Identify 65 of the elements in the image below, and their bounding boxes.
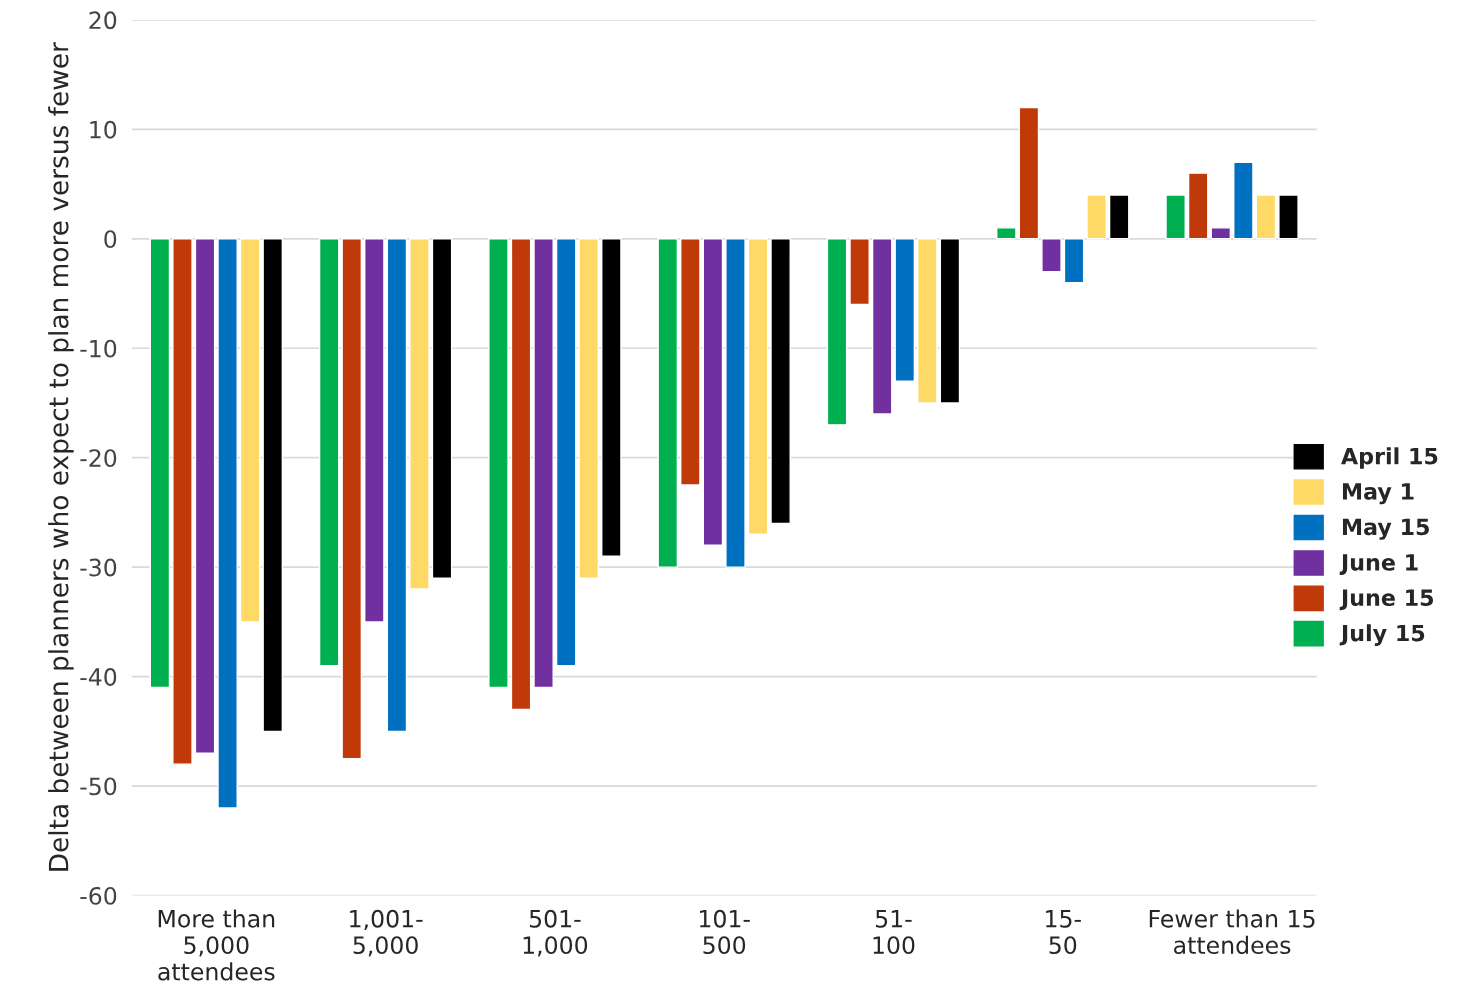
x-tick-label: 1,001- 5,000: [350, 909, 423, 957]
legend-label: June 1: [1339, 554, 1418, 575]
bar: [1233, 161, 1254, 240]
bar: [702, 238, 724, 546]
legend-label: May 1: [1342, 483, 1414, 505]
bar: [871, 238, 893, 415]
x-tick-label: More than 5,000 attendees: [158, 909, 275, 981]
y-tick-label: -40: [80, 668, 117, 686]
legend-label: June 15: [1339, 589, 1434, 611]
bar: [1108, 194, 1130, 240]
bar: [364, 238, 385, 623]
bar: [578, 238, 600, 579]
y-axis-title: Delta between planners who expect to plan more versus fewer: [48, 42, 74, 871]
bar: [1041, 238, 1062, 273]
bar: [1278, 194, 1299, 240]
bar: [262, 238, 284, 733]
bar: [341, 238, 363, 760]
x-tick-label: 51- 100: [873, 910, 915, 955]
bar: [555, 238, 577, 667]
y-tick-label: -60: [80, 886, 117, 905]
bar: [1255, 194, 1277, 240]
bar: [172, 238, 193, 765]
x-tick-label: 501- 1,000: [523, 909, 588, 957]
bar: [386, 238, 408, 733]
bar: [1187, 172, 1209, 240]
x-tick-label: Fewer than 15 attendees: [1149, 909, 1315, 955]
bar: [1210, 227, 1232, 240]
bar: [826, 238, 848, 426]
bar: [149, 238, 171, 689]
bar: [194, 238, 216, 754]
bar: [1063, 238, 1085, 284]
y-tick-label: -50: [80, 777, 117, 796]
bar: [217, 238, 238, 809]
bar: [510, 238, 532, 711]
legend-label: April 15: [1341, 447, 1438, 469]
bar: [1165, 194, 1186, 240]
bar: [1086, 194, 1107, 240]
bar: [533, 238, 554, 689]
bar: [1018, 106, 1040, 240]
bar: [894, 238, 916, 382]
bar: [917, 238, 938, 404]
bar: [770, 238, 791, 525]
bar: [488, 238, 509, 689]
x-tick-label: 101- 500: [699, 909, 750, 955]
y-tick-label: 20: [89, 11, 117, 30]
bar: [680, 238, 701, 486]
y-tick-label: 10: [90, 120, 117, 139]
bar: [601, 238, 622, 557]
bar: [939, 238, 961, 404]
bar: [239, 238, 261, 623]
y-tick-label: -20: [80, 449, 117, 468]
x-tick-label: 15- 50: [1046, 910, 1081, 955]
bar: [725, 238, 746, 568]
bar: [747, 238, 769, 536]
bar: [409, 238, 430, 590]
bar: [318, 238, 340, 667]
legend-label: July 15: [1339, 624, 1425, 646]
bar: [431, 238, 453, 579]
legend-label: May 15: [1342, 518, 1429, 540]
y-tick-label: -30: [80, 558, 117, 577]
bar: [849, 238, 870, 306]
bar: [657, 238, 679, 568]
y-tick-label: -10: [80, 339, 117, 358]
bar: [996, 227, 1017, 240]
y-tick-label: 0: [104, 230, 117, 249]
